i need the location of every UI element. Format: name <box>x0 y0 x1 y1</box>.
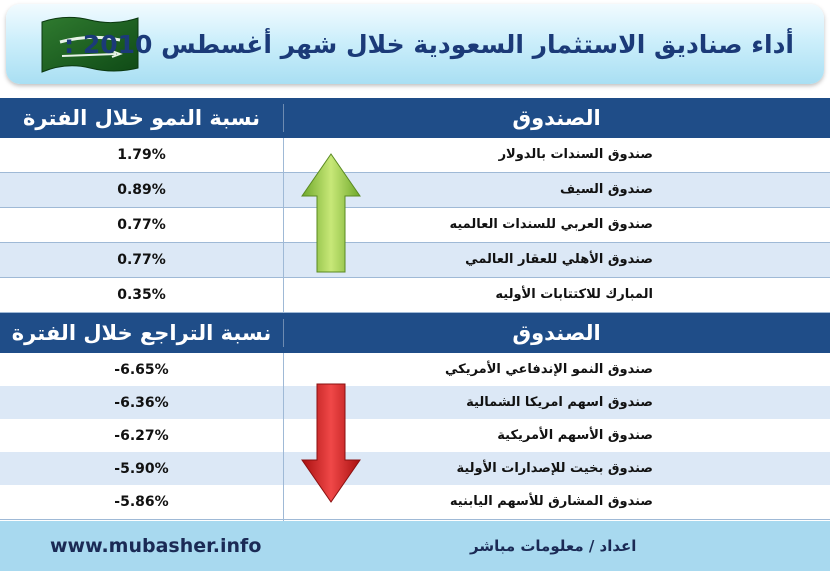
growth-value: 0.35% <box>117 287 166 303</box>
decline-value-header: نسبة التراجع خلال الفترة <box>11 321 272 345</box>
up-arrow-icon <box>301 153 361 273</box>
decline-value: -6.36% <box>114 395 169 411</box>
fund-name: صندوق السيف <box>560 182 653 197</box>
saudi-flag-icon <box>41 16 139 73</box>
table-row: 0.35% المبارك للاكتتابات الأوليه <box>0 278 830 313</box>
fund-name: صندوق العربي للسندات العالميه <box>449 217 653 232</box>
decline-value: -5.86% <box>114 494 169 510</box>
table-row: 0.77% صندوق الأهلي للعقار العالمي <box>0 243 830 278</box>
decline-value: -6.27% <box>114 428 169 444</box>
decline-header: نسبة التراجع خلال الفترة الصندوق <box>0 313 830 353</box>
fund-name: صندوق الأسهم الأمريكية <box>497 428 653 443</box>
growth-value: 0.77% <box>117 252 166 268</box>
title-banner: أداء صناديق الاستثمار السعودية خلال شهر … <box>6 4 824 84</box>
down-arrow-icon <box>301 383 361 503</box>
table-row: -6.27% صندوق الأسهم الأمريكية <box>0 419 830 454</box>
decline-fund-header: الصندوق <box>512 321 601 345</box>
fund-name: صندوق بخيت للإصدارات الأولية <box>456 461 653 476</box>
table-row: -6.65% صندوق النمو الإندفاعي الأمريكي <box>0 353 830 388</box>
column-divider <box>283 353 284 521</box>
footer: www.mubasher.info اعداد / معلومات مباشر <box>0 521 830 571</box>
fund-name: صندوق الأهلي للعقار العالمي <box>465 252 653 267</box>
credit-text: اعداد / معلومات مباشر <box>470 537 637 555</box>
header-divider <box>283 319 284 347</box>
fund-name: صندوق المشارق للأسهم اليابنيه <box>449 494 653 509</box>
column-divider <box>283 138 284 313</box>
table-row: -5.90% صندوق بخيت للإصدارات الأولية <box>0 452 830 487</box>
fund-name: صندوق النمو الإندفاعي الأمريكي <box>445 362 653 377</box>
table-row: 0.77% صندوق العربي للسندات العالميه <box>0 208 830 243</box>
growth-value-header: نسبة النمو خلال الفترة <box>23 106 260 130</box>
fund-name: صندوق السندات بالدولار <box>498 147 653 162</box>
header-divider <box>283 104 284 132</box>
table-row: 1.79% صندوق السندات بالدولار <box>0 138 830 173</box>
website-link[interactable]: www.mubasher.info <box>50 535 262 557</box>
decline-value: -5.90% <box>114 461 169 477</box>
growth-value: 0.77% <box>117 217 166 233</box>
table-row: -5.86% صندوق المشارق للأسهم اليابنيه <box>0 485 830 520</box>
fund-name: المبارك للاكتتابات الأوليه <box>495 287 653 302</box>
fund-name: صندوق اسهم امريكا الشمالية <box>466 395 653 410</box>
growth-value: 1.79% <box>117 147 166 163</box>
growth-header: نسبة النمو خلال الفترة الصندوق <box>0 98 830 138</box>
table-row: 0.89% صندوق السيف <box>0 173 830 208</box>
page-title: أداء صناديق الاستثمار السعودية خلال شهر … <box>64 30 794 59</box>
table-row: -6.36% صندوق اسهم امريكا الشمالية <box>0 386 830 421</box>
growth-value: 0.89% <box>117 182 166 198</box>
decline-value: -6.65% <box>114 362 169 378</box>
growth-fund-header: الصندوق <box>512 106 601 130</box>
